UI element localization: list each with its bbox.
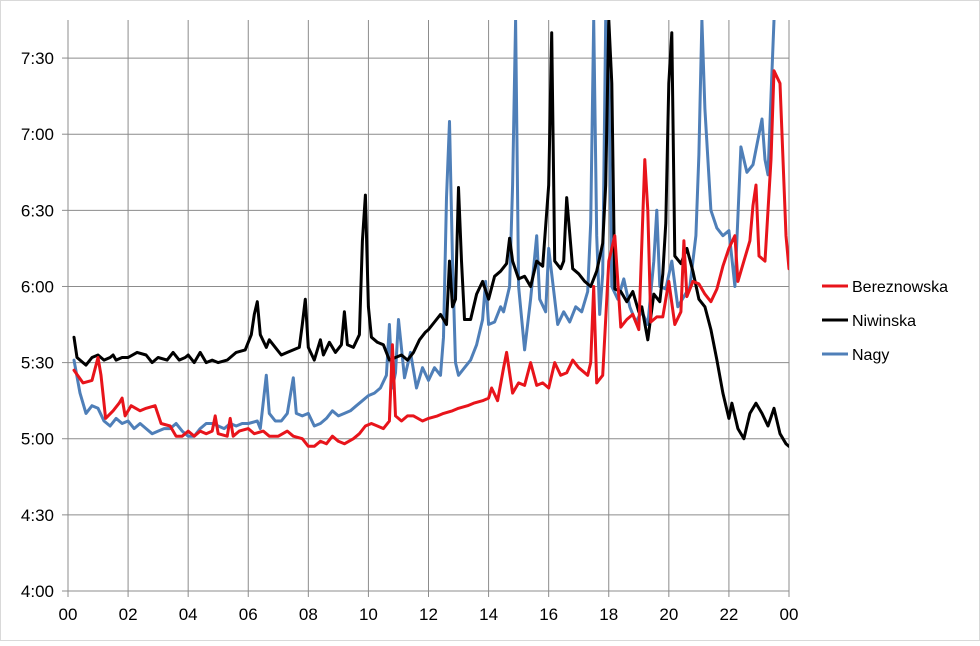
y-tick-label: 5:30 (21, 354, 54, 373)
x-tick-label: 14 (479, 605, 498, 624)
y-tick-label: 5:00 (21, 430, 54, 449)
x-tick-label: 02 (119, 605, 138, 624)
x-tick-label: 12 (419, 605, 438, 624)
x-tick-label: 04 (179, 605, 198, 624)
legend-label-nagy: Nagy (852, 347, 889, 364)
series-lines (72, 20, 789, 448)
y-tick-label: 4:30 (21, 506, 54, 525)
y-tick-label: 7:30 (21, 49, 54, 68)
y-axis-tick-labels: 4:00 4:30 5:00 5:30 6:00 6:30 7:00 7:30 (21, 49, 54, 601)
axes (62, 20, 790, 597)
y-tick-label: 6:30 (21, 201, 54, 220)
y-tick-label: 6:00 (21, 277, 54, 296)
x-tick-label: 08 (299, 605, 318, 624)
x-tick-label: 10 (359, 605, 378, 624)
legend: Bereznowska Niwinska Nagy (822, 279, 948, 364)
y-tick-label: 7:00 (21, 125, 54, 144)
series-line-niwinska (72, 20, 789, 448)
y-tick-label: 4:00 (21, 582, 54, 601)
x-tick-label: 20 (659, 605, 678, 624)
legend-label-niwinska: Niwinska (852, 313, 916, 330)
legend-label-bereznowska: Bereznowska (852, 279, 948, 296)
x-axis-tick-labels: 00 02 04 06 08 10 12 14 16 18 20 22 00 (59, 605, 799, 624)
series-line-bereznowska (72, 69, 789, 448)
x-tick-label: 06 (239, 605, 258, 624)
x-tick-label: 16 (539, 605, 558, 624)
x-tick-label: 00 (780, 605, 799, 624)
x-tick-label: 00 (59, 605, 78, 624)
x-tick-label: 18 (599, 605, 618, 624)
x-tick-label: 22 (719, 605, 738, 624)
